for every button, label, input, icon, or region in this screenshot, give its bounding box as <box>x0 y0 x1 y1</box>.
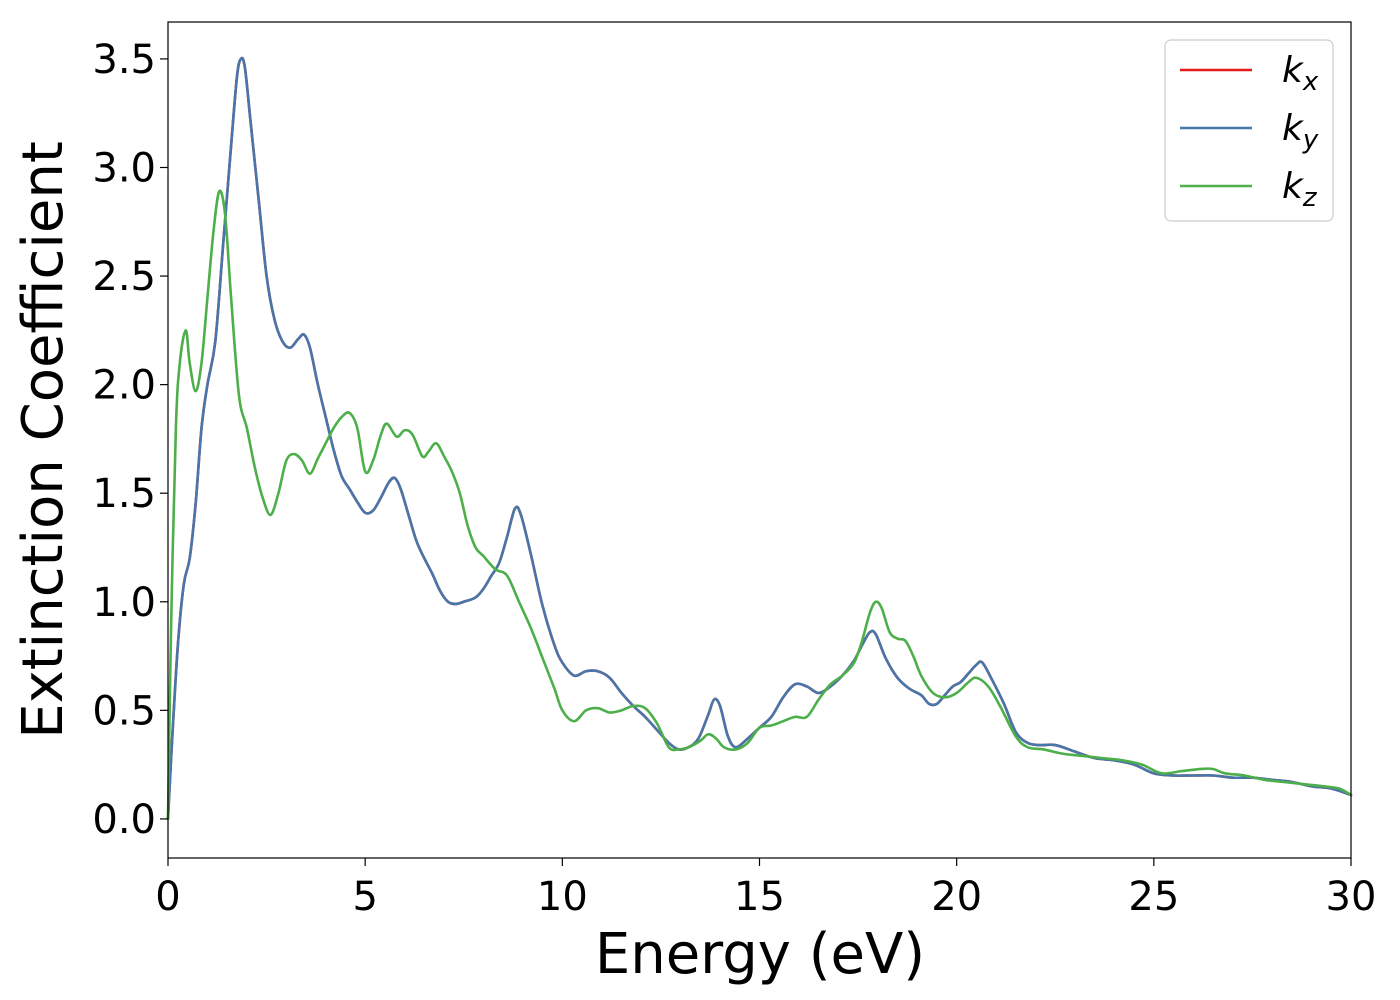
series-line-kz <box>166 189 1353 821</box>
y-tick-label: 1.0 <box>92 580 156 626</box>
legend: kx ky kz <box>1164 39 1334 222</box>
y-tick-label: 0.5 <box>92 688 156 734</box>
y-tick-label: 0.0 <box>92 797 156 843</box>
x-tick-label: 0 <box>155 874 180 920</box>
y-tick-label: 1.5 <box>92 471 156 517</box>
y-tick-label: 2.5 <box>92 254 156 300</box>
y-tick-label: 3.0 <box>92 145 156 191</box>
y-axis: 0.0 0.5 1.0 1.5 2.0 2.5 3.0 3.5 <box>92 37 168 843</box>
y-tick-label: 3.5 <box>92 37 156 83</box>
x-tick-label: 10 <box>537 874 588 920</box>
series-line-ky <box>166 56 1353 821</box>
x-tick-label: 30 <box>1326 874 1377 920</box>
x-tick-label: 15 <box>734 874 785 920</box>
x-axis: 0 5 10 15 20 25 30 <box>155 858 1376 920</box>
plot-background <box>168 22 1351 858</box>
legend-label-kz: kz <box>1282 166 1318 213</box>
series-layer <box>166 56 1353 821</box>
y-tick-label: 2.0 <box>92 363 156 409</box>
y-axis-title: Extinction Coefficient <box>11 141 76 739</box>
legend-label-kx: kx <box>1282 50 1319 97</box>
legend-label-ky: ky <box>1282 108 1319 155</box>
x-tick-label: 5 <box>352 874 377 920</box>
x-tick-label: 25 <box>1128 874 1179 920</box>
x-tick-label: 20 <box>931 874 982 920</box>
x-axis-title: Energy (eV) <box>595 922 925 987</box>
legend-frame <box>1164 39 1334 222</box>
